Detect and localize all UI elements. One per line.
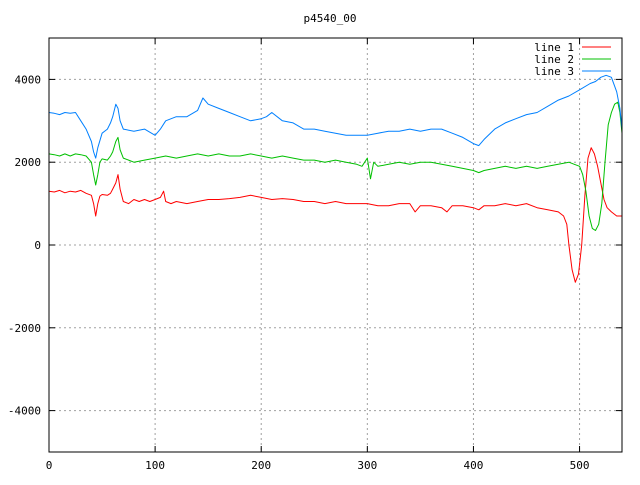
x-tick-label: 300 [357, 459, 377, 472]
y-tick-label: 4000 [15, 73, 42, 86]
series-line-1 [48, 147, 622, 283]
x-tick-label: 100 [145, 459, 165, 472]
x-tick-label: 200 [251, 459, 271, 472]
legend-label: line 1 [534, 41, 574, 54]
tick-layer: 0 100 200 300 400 500 -4000 -2000 0 2000 4000 [8, 38, 622, 472]
legend-label: line 2 [534, 53, 574, 66]
series-layer [48, 74, 623, 283]
legend-label: line 3 [534, 65, 574, 78]
y-tick-label: -2000 [8, 322, 41, 335]
grid-layer [49, 38, 622, 452]
x-tick-label: 400 [464, 459, 484, 472]
y-tick-label: -4000 [8, 405, 41, 418]
y-tick-label: 0 [34, 239, 41, 252]
series-line-3 [48, 74, 623, 159]
y-tick-label: 2000 [15, 156, 42, 169]
x-tick-label: 500 [570, 459, 590, 472]
chart-title: p4540_00 [304, 12, 357, 25]
x-tick-label: 0 [46, 459, 53, 472]
series-line-2 [48, 101, 623, 231]
